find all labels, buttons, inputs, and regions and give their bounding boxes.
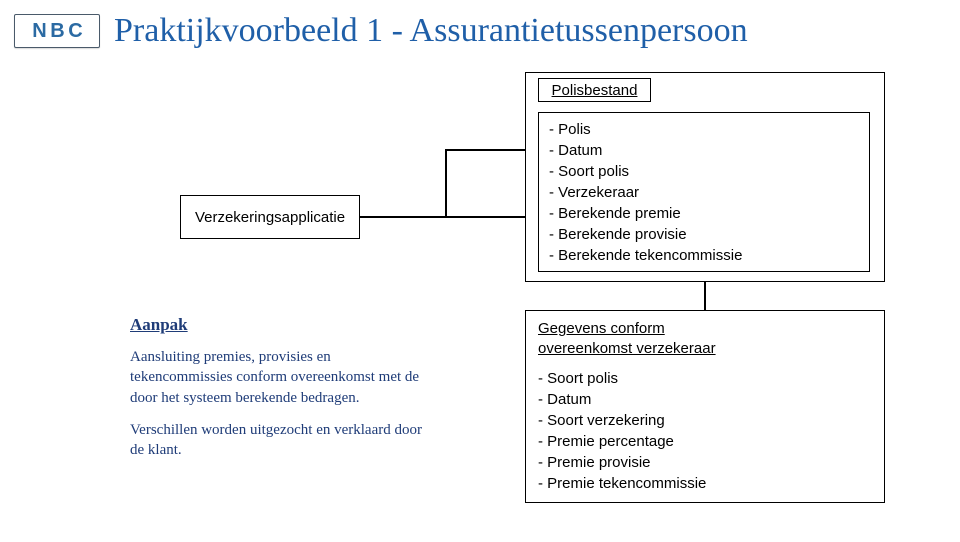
gegevens-heading: Gegevens conform overeenkomst verzekeraa… (538, 319, 743, 358)
connector-branch-top (445, 149, 525, 151)
connector-left (360, 216, 447, 218)
gegevens-item: - Premie tekencommissie (538, 473, 872, 494)
logo-text: N B C (32, 20, 81, 43)
verzekeringsapplicatie-box: Verzekeringsapplicatie (180, 195, 360, 239)
aanpak-block: Aanpak Aansluiting premies, provisies en… (130, 315, 430, 460)
connector-branch-bottom (445, 216, 525, 218)
page-title: Praktijkvoorbeeld 1 - Assurantietussenpe… (114, 12, 748, 50)
connector-vertical-split (445, 149, 447, 218)
aanpak-paragraph: Aansluiting premies, provisies en tekenc… (130, 347, 430, 408)
aanpak-heading: Aanpak (130, 315, 430, 335)
gegevens-item: - Soort verzekering (538, 410, 872, 431)
acl-fields-box: - Polis - Datum - Soort polis - Verzeker… (538, 112, 870, 272)
gegevens-item: - Premie provisie (538, 452, 872, 473)
gegevens-item: - Datum (538, 389, 872, 410)
acl-field: - Berekende premie (549, 203, 859, 224)
acl-field: - Verzekeraar (549, 182, 859, 203)
acl-field: - Datum (549, 140, 859, 161)
polisbestand-label: Polisbestand (552, 82, 638, 99)
gegevens-item: - Soort polis (538, 368, 872, 389)
acl-field: - Berekende provisie (549, 224, 859, 245)
slide-root: N B C Praktijkvoorbeeld 1 - Assurantietu… (0, 0, 960, 542)
acl-field: - Soort polis (549, 161, 859, 182)
gegevens-item: - Premie percentage (538, 431, 872, 452)
connector-acl-to-gegevens (704, 282, 706, 310)
polisbestand-box: Polisbestand (538, 78, 651, 102)
verzekeringsapplicatie-label: Verzekeringsapplicatie (195, 209, 345, 226)
acl-field: - Berekende tekencommissie (549, 245, 859, 266)
logo-badge: N B C (14, 14, 100, 48)
aanpak-paragraph: Verschillen worden uitgezocht en verklaa… (130, 420, 430, 461)
acl-field: - Polis (549, 119, 859, 140)
gegevens-box: Gegevens conform overeenkomst verzekeraa… (525, 310, 885, 503)
